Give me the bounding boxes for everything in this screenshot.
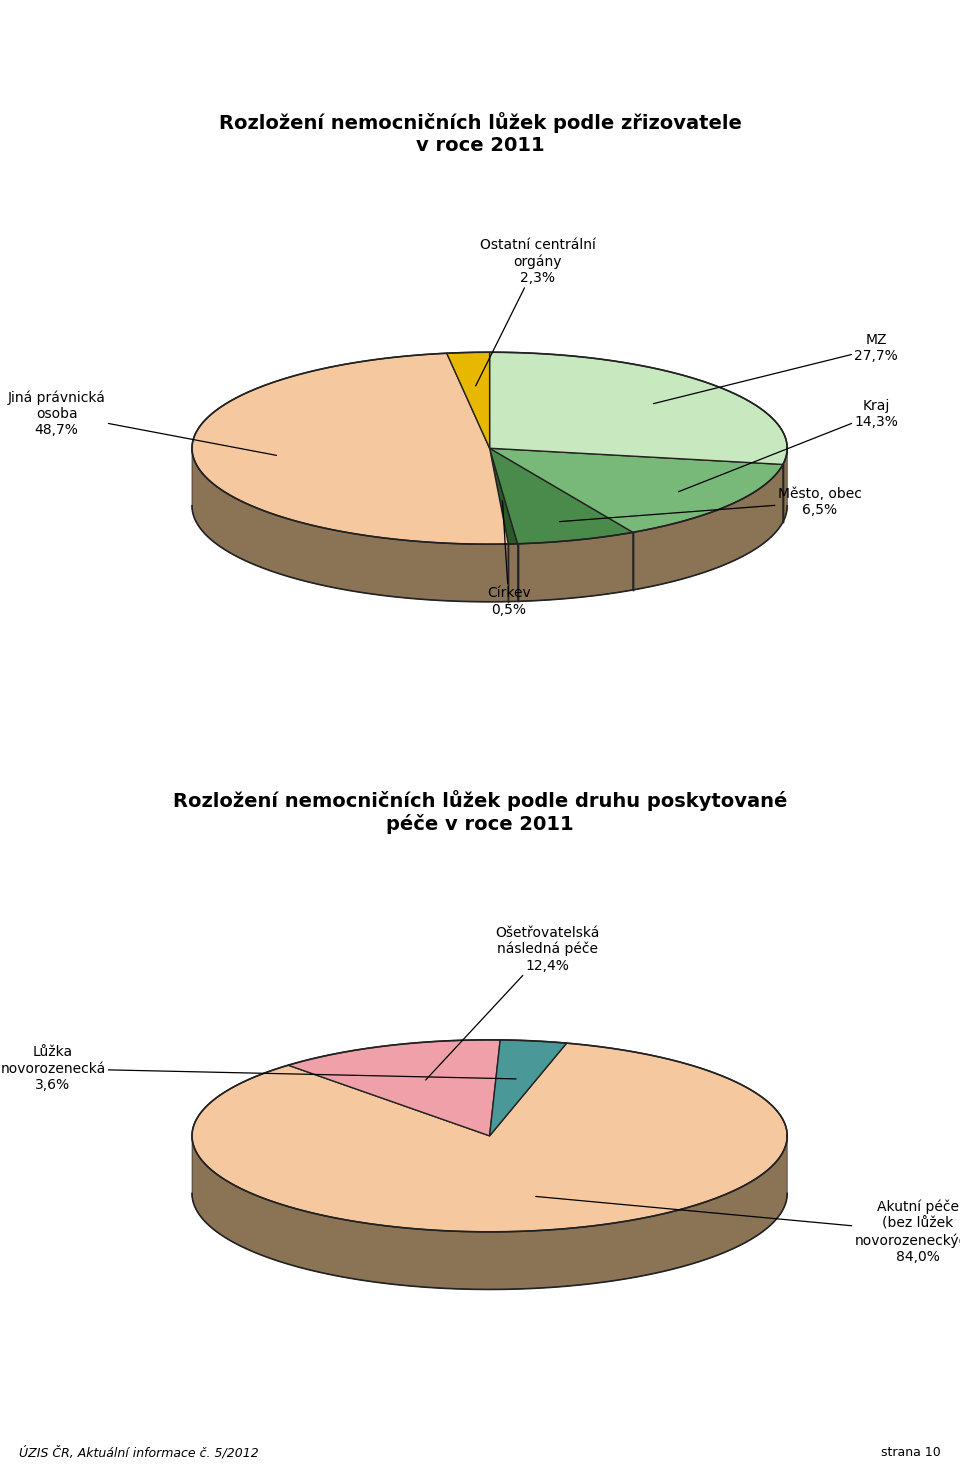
Text: Akutní péče
(bez lůžek
novorozeneckých)
84,0%: Akutní péče (bez lůžek novorozeneckých) … <box>536 1197 960 1263</box>
Polygon shape <box>633 464 783 590</box>
Text: Kraj
14,3%: Kraj 14,3% <box>679 398 899 492</box>
Polygon shape <box>192 354 508 544</box>
Text: Lůžka
novorozenecká
3,6%: Lůžka novorozenecká 3,6% <box>0 1045 516 1092</box>
Polygon shape <box>288 1039 500 1136</box>
Text: ÚZIS ČR, Aktuální informace č. 5/2012: ÚZIS ČR, Aktuální informace č. 5/2012 <box>19 1446 259 1459</box>
Polygon shape <box>490 448 517 544</box>
Polygon shape <box>490 1041 566 1136</box>
Text: Město, obec
6,5%: Město, obec 6,5% <box>560 486 861 522</box>
Text: Rozložení nemocničních lůžek podle druhu poskytované
péče v roce 2011: Rozložení nemocničních lůžek podle druhu… <box>173 790 787 834</box>
Polygon shape <box>783 448 787 522</box>
Polygon shape <box>192 1044 787 1232</box>
Polygon shape <box>490 448 783 532</box>
Polygon shape <box>192 448 508 601</box>
Polygon shape <box>490 448 633 544</box>
Text: strana 10: strana 10 <box>881 1446 941 1459</box>
Polygon shape <box>192 1138 787 1290</box>
Text: Rozložení nemocničních lůžek podle zřizovatele
v roce 2011: Rozložení nemocničních lůžek podle zřizo… <box>219 112 741 155</box>
Text: Ostatní centrální
orgány
2,3%: Ostatní centrální orgány 2,3% <box>475 237 595 386</box>
Text: MZ
27,7%: MZ 27,7% <box>654 333 899 404</box>
Polygon shape <box>508 544 517 601</box>
Polygon shape <box>490 352 787 464</box>
Polygon shape <box>446 352 490 448</box>
Text: Jiná právnická
osoba
48,7%: Jiná právnická osoba 48,7% <box>8 391 276 455</box>
Text: Církev
0,5%: Církev 0,5% <box>487 501 531 616</box>
Polygon shape <box>517 532 633 601</box>
Text: Ošetřovatelská
následná péče
12,4%: Ošetřovatelská následná péče 12,4% <box>425 926 599 1080</box>
